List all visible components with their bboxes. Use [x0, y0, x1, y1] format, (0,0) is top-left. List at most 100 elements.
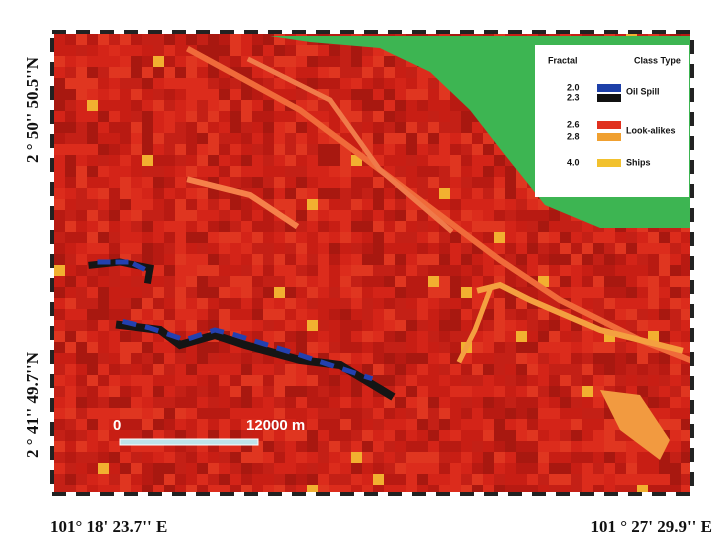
pixel-cell: [439, 320, 450, 331]
pixel-cell: [439, 265, 450, 276]
pixel-cell: [483, 452, 494, 463]
pixel-cell: [483, 397, 494, 408]
pixel-cell: [230, 166, 241, 177]
pixel-cell: [186, 221, 197, 232]
pixel-cell: [428, 232, 439, 243]
pixel-cell: [219, 166, 230, 177]
pixel-cell: [659, 298, 670, 309]
pixel-cell: [285, 331, 296, 342]
pixel-cell: [450, 144, 461, 155]
pixel-cell: [76, 463, 87, 474]
pixel-cell: [494, 199, 505, 210]
pixel-cell: [76, 155, 87, 166]
pixel-cell: [494, 419, 505, 430]
pixel-cell: [505, 452, 516, 463]
pixel-cell: [494, 364, 505, 375]
pixel-cell: [98, 111, 109, 122]
pixel-cell: [65, 331, 76, 342]
pixel-cell: [439, 188, 450, 199]
pixel-cell: [340, 177, 351, 188]
pixel-cell: [98, 309, 109, 320]
pixel-cell: [593, 287, 604, 298]
pixel-cell: [527, 397, 538, 408]
pixel-cell: [626, 276, 637, 287]
pixel-cell: [373, 122, 384, 133]
pixel-cell: [340, 485, 351, 492]
pixel-cell: [186, 287, 197, 298]
pixel-cell: [142, 100, 153, 111]
pixel-cell: [252, 144, 263, 155]
pixel-cell: [197, 100, 208, 111]
pixel-cell: [197, 122, 208, 133]
pixel-cell: [538, 320, 549, 331]
pixel-cell: [120, 364, 131, 375]
legend-swatch: [597, 159, 621, 167]
pixel-cell: [494, 243, 505, 254]
scale-bar: [120, 439, 258, 445]
pixel-cell: [175, 320, 186, 331]
pixel-cell: [65, 276, 76, 287]
pixel-cell: [450, 199, 461, 210]
pixel-cell: [219, 45, 230, 56]
pixel-cell: [494, 298, 505, 309]
pixel-cell: [395, 232, 406, 243]
pixel-cell: [549, 408, 560, 419]
pixel-cell: [483, 474, 494, 485]
pixel-cell: [263, 122, 274, 133]
pixel-cell: [54, 122, 65, 133]
pixel-cell: [362, 232, 373, 243]
pixel-cell: [527, 485, 538, 492]
pixel-cell: [142, 408, 153, 419]
pixel-cell: [120, 144, 131, 155]
pixel-cell: [76, 243, 87, 254]
pixel-cell: [450, 298, 461, 309]
pixel-cell: [109, 276, 120, 287]
pixel-cell: [87, 375, 98, 386]
pixel-cell: [164, 89, 175, 100]
pixel-cell: [274, 221, 285, 232]
pixel-cell: [417, 232, 428, 243]
pixel-cell: [648, 232, 659, 243]
pixel-cell: [54, 463, 65, 474]
pixel-cell: [76, 342, 87, 353]
pixel-cell: [197, 320, 208, 331]
pixel-cell: [406, 232, 417, 243]
pixel-cell: [593, 243, 604, 254]
pixel-cell: [428, 155, 439, 166]
pixel-cell: [483, 430, 494, 441]
pixel-cell: [307, 144, 318, 155]
pixel-cell: [472, 144, 483, 155]
pixel-cell: [329, 67, 340, 78]
pixel-cell: [329, 144, 340, 155]
pixel-cell: [164, 254, 175, 265]
pixel-cell: [175, 199, 186, 210]
pixel-cell: [549, 386, 560, 397]
pixel-cell: [285, 441, 296, 452]
pixel-cell: [274, 243, 285, 254]
pixel-cell: [439, 254, 450, 265]
pixel-cell: [626, 342, 637, 353]
pixel-cell: [197, 364, 208, 375]
pixel-cell: [637, 265, 648, 276]
pixel-cell: [439, 408, 450, 419]
pixel-cell: [505, 364, 516, 375]
pixel-cell: [186, 34, 197, 45]
pixel-cell: [395, 122, 406, 133]
pixel-cell: [461, 430, 472, 441]
pixel-cell: [362, 89, 373, 100]
pixel-cell: [505, 408, 516, 419]
pixel-cell: [472, 188, 483, 199]
pixel-cell: [681, 265, 690, 276]
pixel-cell: [681, 452, 690, 463]
pixel-cell: [296, 56, 307, 67]
pixel-cell: [153, 89, 164, 100]
pixel-cell: [483, 441, 494, 452]
pixel-cell: [395, 463, 406, 474]
pixel-cell: [659, 331, 670, 342]
pixel-cell: [142, 133, 153, 144]
pixel-cell: [428, 309, 439, 320]
pixel-cell: [175, 309, 186, 320]
pixel-cell: [153, 254, 164, 265]
pixel-cell: [252, 243, 263, 254]
pixel-cell: [241, 199, 252, 210]
